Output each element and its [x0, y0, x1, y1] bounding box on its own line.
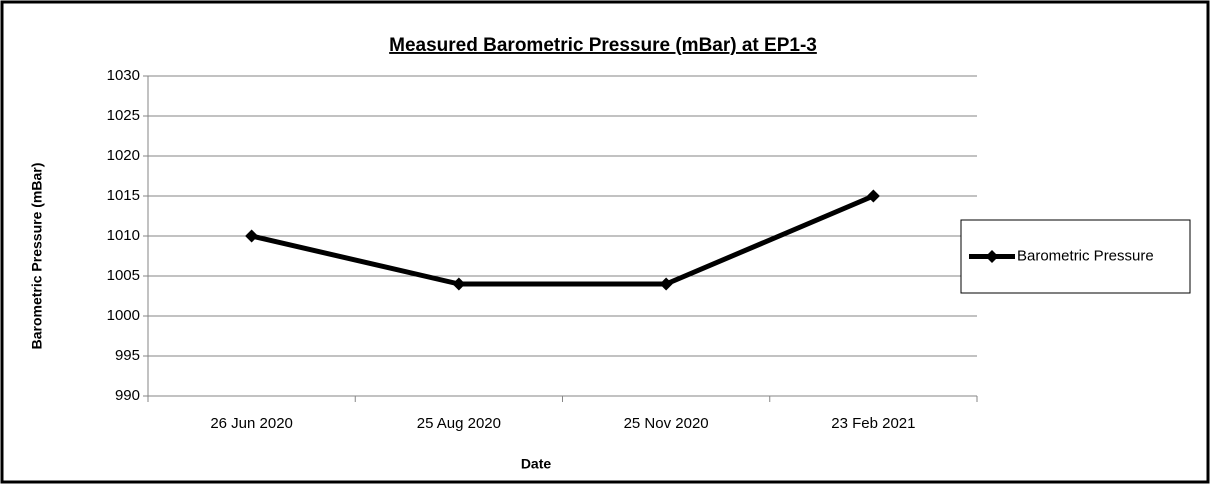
- data-marker: [452, 277, 466, 291]
- y-tick-label: 1015: [107, 187, 140, 204]
- y-tick-label: 995: [115, 347, 140, 364]
- y-tick-label: 1000: [107, 307, 140, 324]
- data-line: [251, 193, 875, 287]
- y-tick-label: 1020: [107, 147, 140, 164]
- data-marker: [245, 229, 259, 243]
- y-tick-label: 990: [115, 387, 140, 404]
- legend-marker: [985, 250, 999, 263]
- data-marker: [866, 189, 880, 203]
- data-marker: [659, 277, 673, 291]
- x-tick-label: 23 Feb 2021: [831, 415, 915, 432]
- y-tick-label: 1005: [107, 267, 140, 284]
- y-axis-label: Barometric Pressure (mBar): [29, 163, 45, 350]
- y-tick-label: 1030: [107, 67, 140, 84]
- legend-label: Barometric Pressure: [1017, 247, 1154, 264]
- x-tick-label: 25 Aug 2020: [417, 415, 501, 432]
- y-tick-label: 1010: [107, 227, 140, 244]
- chart-title: Measured Barometric Pressure (mBar) at E…: [389, 35, 817, 56]
- x-tick-label: 25 Nov 2020: [624, 415, 709, 432]
- x-tick-label: 26 Jun 2020: [210, 415, 293, 432]
- x-axis-label: Date: [521, 456, 552, 472]
- y-tick-label: 1025: [107, 107, 140, 124]
